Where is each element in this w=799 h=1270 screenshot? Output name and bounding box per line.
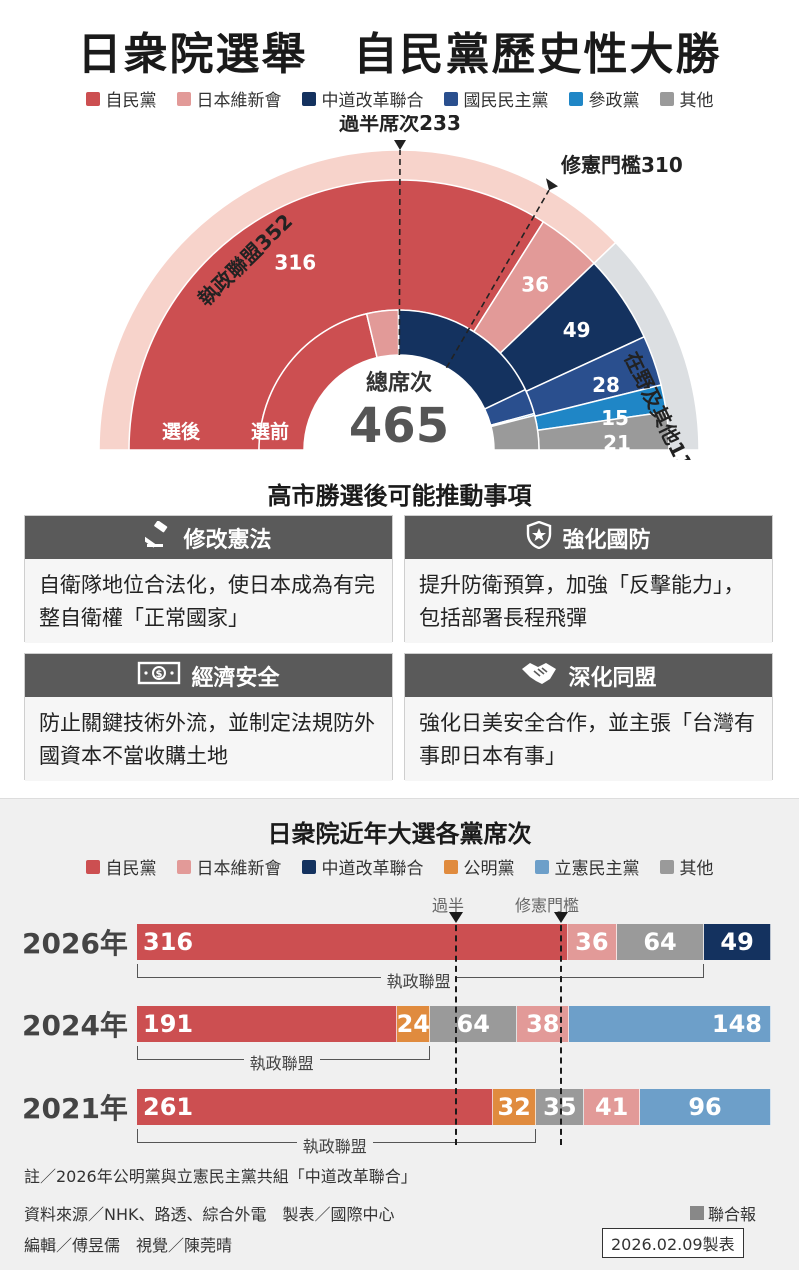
handshake-icon: [520, 659, 558, 693]
card-title: 強化國防: [562, 527, 651, 553]
bottom-legend-item: 自民黨: [85, 854, 157, 879]
card-alliance: 深化同盟 強化日美安全合作，並主張「台灣有事即日本有事」: [404, 653, 773, 781]
history-title: 日衆院近年大選各黨席次: [267, 820, 532, 848]
majority-label: 過半席次233: [339, 115, 461, 135]
majority-line: [398, 149, 401, 356]
total-label: 總席次: [366, 370, 432, 396]
card-title: 修改憲法: [183, 527, 272, 553]
legend-swatch: [443, 91, 458, 106]
card-title: 深化同盟: [568, 665, 657, 691]
legend-label: 日本維新會: [196, 859, 282, 879]
top-legend-item: 國民民主黨: [443, 86, 549, 111]
legend-label: 其他: [679, 91, 714, 111]
top-legend-item: 中道改革聯合: [301, 86, 424, 111]
legend-label: 公明黨: [463, 859, 515, 879]
legend-label: 自民黨: [105, 859, 157, 879]
card-constitution: 修改憲法 自衛隊地位合法化，使日本成為有完整自衛權「正常國家」: [24, 515, 393, 643]
top-legend-item: 日本維新會: [176, 86, 282, 111]
after-value-label: 28: [592, 373, 620, 397]
legend-label: 自民黨: [105, 91, 157, 111]
card-text: 提升防衛預算，加強「反擊能力」，包括部署長程飛彈: [405, 559, 772, 643]
chart-baseline: [0, 450, 799, 460]
card-title: 經濟安全: [191, 665, 280, 691]
after-label: 選後: [162, 420, 201, 443]
legend-label: 中道改革聯合: [321, 859, 424, 879]
legend-swatch: [659, 91, 674, 106]
top-legend: 自民黨 日本維新會 中道改革聯合 國民民主黨 參政黨 其他: [0, 86, 799, 111]
brand-name: 聯合報: [708, 1205, 757, 1224]
after-value-label: 15: [601, 406, 629, 430]
legend-swatch: [176, 859, 191, 874]
bottom-legend-item: 公明黨: [443, 854, 515, 879]
svg-text:$: $: [156, 669, 163, 680]
top-legend-item: 其他: [659, 86, 714, 111]
source-line: 資料來源／NHK、路透、綜合外電 製表／國際中心: [24, 1205, 395, 1224]
legend-label: 其他: [679, 859, 714, 879]
constitution-line: [445, 189, 550, 369]
card-text: 防止關鍵技術外流，並制定法規防外國資本不當收購土地: [25, 697, 392, 781]
before-label: 選前: [251, 420, 289, 443]
brand-mark-icon: [690, 1206, 704, 1220]
money-icon: $: [137, 659, 181, 693]
legend-swatch: [176, 91, 191, 106]
legend-swatch: [301, 91, 316, 106]
credits-line: 編輯／傅昱儒 視覺／陳莞晴: [24, 1236, 233, 1255]
constitution-threshold-label: 修憲門檻: [515, 896, 580, 915]
bottom-legend-item: 立憲民主黨: [534, 854, 640, 879]
card-text: 強化日美安全合作，並主張「台灣有事即日本有事」: [405, 697, 772, 781]
legend-swatch: [85, 91, 100, 106]
bottom-legend: 自民黨 日本維新會 中道改革聯合 公明黨 立憲民主黨 其他: [0, 854, 799, 879]
bottom-legend-item: 日本維新會: [176, 854, 282, 879]
bottom-legend-item: 中道改革聯合: [301, 854, 424, 879]
gavel-icon: [142, 519, 173, 555]
majority-threshold-label: 過半: [432, 896, 465, 915]
agenda-title: 高市勝選後可能推動事項: [267, 482, 532, 510]
bottom-legend-item: 其他: [659, 854, 714, 879]
chart-center: [304, 355, 494, 450]
legend-swatch: [85, 859, 100, 874]
after-value-label: 21: [603, 431, 631, 455]
shield-star-icon: [526, 520, 552, 555]
legend-swatch: [443, 859, 458, 874]
after-value-label: 36: [521, 273, 549, 297]
card-economy: $ 經濟安全 防止關鍵技術外流，並制定法規防外國資本不當收購土地: [24, 653, 393, 781]
legend-label: 立憲民主黨: [554, 859, 640, 879]
legend-label: 日本維新會: [196, 91, 282, 111]
legend-swatch: [534, 859, 549, 874]
card-text: 自衛隊地位合法化，使日本成為有完整自衛權「正常國家」: [25, 559, 392, 643]
legend-label: 國民民主黨: [463, 91, 549, 111]
constitution-label: 修憲門檻310: [560, 153, 683, 177]
legend-label: 中道改革聯合: [321, 91, 424, 111]
majority-marker-icon: [394, 140, 407, 151]
after-value-label: 49: [563, 318, 591, 342]
top-legend-item: 自民黨: [85, 86, 157, 111]
card-defense: 強化國防 提升防衛預算，加強「反擊能力」，包括部署長程飛彈: [404, 515, 773, 643]
legend-swatch: [301, 859, 316, 874]
legend-swatch: [659, 859, 674, 874]
top-legend-item: 參政黨: [568, 86, 640, 111]
legend-label: 參政黨: [588, 91, 640, 111]
after-value-label: 316: [274, 251, 316, 275]
total-value: 465: [349, 398, 449, 454]
constitution-marker-icon: [546, 178, 558, 191]
date-stamp: 2026.02.09製表: [602, 1228, 744, 1258]
brand: 聯合報: [690, 1201, 756, 1225]
main-title: 日衆院選舉 自民黨歷史性大勝: [77, 29, 722, 80]
footnote: 註／2026年公明黨與立憲民主黨共組「中道改革聯合」: [24, 1167, 417, 1186]
legend-swatch: [568, 91, 583, 106]
